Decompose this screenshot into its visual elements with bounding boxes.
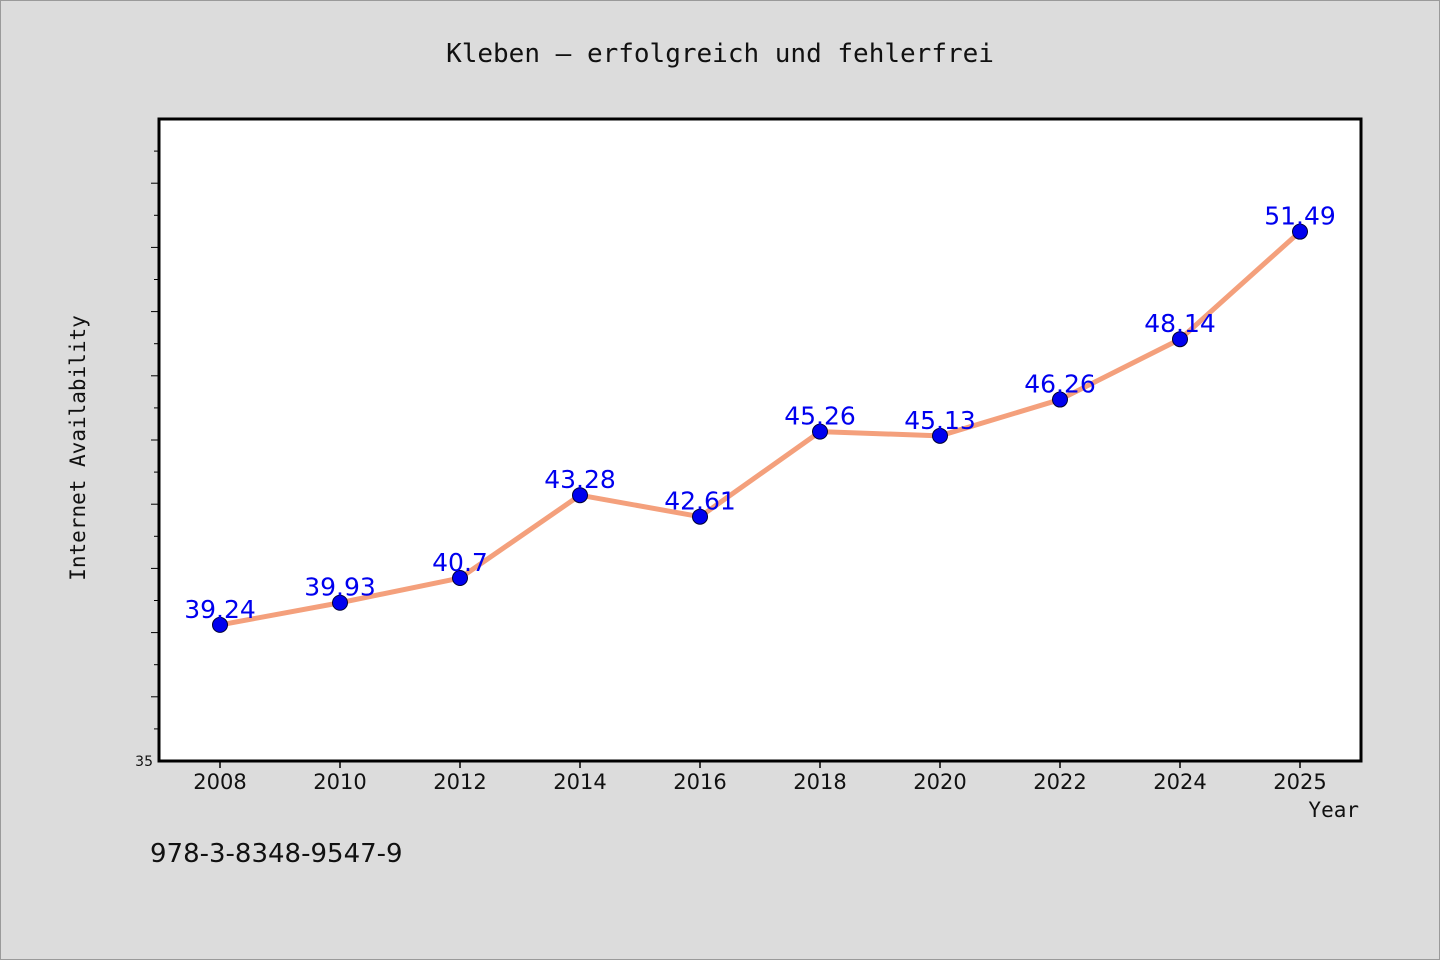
isbn-text: 978-3-8348-9547-9 (150, 839, 403, 869)
series-markers (212, 223, 1308, 633)
data-label: 43.28 (544, 465, 616, 494)
x-tick-label: 2010 (313, 770, 366, 794)
data-point (212, 616, 228, 633)
chart-title: Kleben – erfolgreich und fehlerfrei (446, 39, 994, 69)
data-point (1052, 391, 1068, 408)
data-label: 40.7 (432, 548, 488, 577)
data-label: 46.26 (1024, 370, 1096, 399)
data-label: 51.49 (1264, 202, 1336, 231)
data-label: 39.93 (304, 573, 376, 602)
data-point (932, 427, 948, 444)
series-line (219, 229, 1302, 628)
y-axis-label: Internet Availability (66, 315, 90, 581)
data-labels: 39.24 39.93 40.7 43.28 42.61 45.26 45.13 46.26 4… (184, 202, 1336, 624)
y-axis-ticks: 35 (135, 150, 159, 770)
x-tick-label: 2020 (913, 770, 966, 794)
x-tick-label: 2022 (1033, 770, 1086, 794)
x-tick-label: 2008 (193, 770, 246, 794)
x-tick-label: 2012 (433, 770, 486, 794)
data-point (812, 423, 828, 440)
data-label: 39.24 (184, 595, 256, 624)
data-label: 45.26 (784, 402, 856, 431)
x-tick-label: 2024 (1153, 770, 1206, 794)
data-point (452, 570, 468, 587)
data-point (692, 508, 708, 525)
x-tick-label: 2014 (553, 770, 606, 794)
y-tick-label: 35 (135, 754, 153, 770)
x-tick-label: 2025 (1273, 770, 1326, 794)
data-point (1172, 331, 1188, 348)
data-label: 48.14 (1144, 309, 1216, 338)
data-point (572, 487, 588, 504)
plot-area (157, 117, 1363, 763)
x-axis-ticks: 2008 2010 2012 2014 2016 2018 2020 2022 2024 2025 (193, 761, 1327, 794)
x-tick-label: 2018 (793, 770, 846, 794)
data-point (1292, 223, 1308, 240)
x-tick-label: 2016 (673, 770, 726, 794)
data-point (332, 594, 348, 611)
data-label: 42.61 (664, 487, 736, 516)
x-axis-label: Year (1308, 798, 1359, 822)
data-label: 45.13 (904, 406, 976, 435)
